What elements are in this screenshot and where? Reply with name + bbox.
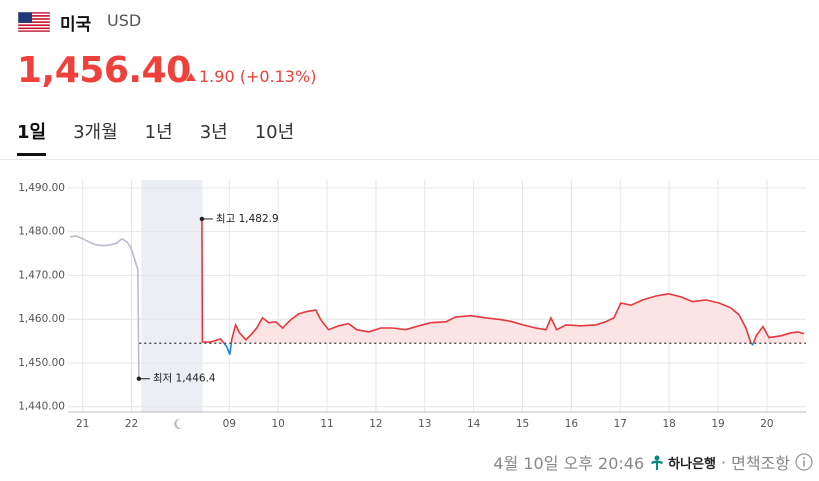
y-tick-label: 1,460.00 (18, 313, 65, 325)
y-tick-label: 1,440.00 (18, 401, 65, 413)
x-tick-label: 14 (467, 418, 481, 430)
tab[interactable]: 10년 (254, 122, 295, 143)
annotation-label: 최고 1,482.9 (216, 213, 279, 225)
x-tick-label: 12 (369, 418, 382, 430)
x-tick-label: 09 (223, 418, 236, 430)
tab[interactable]: 3개월 (73, 122, 118, 143)
separator: · (721, 452, 727, 472)
change-text: 1.90 (+0.13%) (199, 67, 317, 86)
info-icon[interactable] (795, 453, 813, 471)
timestamp: 4월 10일 오후 20:46 (493, 454, 645, 473)
period-tabs: 1일 3개월 1년 3년 10년 (17, 118, 294, 156)
tab[interactable]: 1년 (144, 122, 173, 143)
annotation-dot (136, 376, 142, 381)
night-band (141, 180, 203, 412)
x-tick-label: 16 (565, 418, 579, 430)
tab[interactable]: 1일 (17, 118, 47, 156)
night-icon (174, 418, 182, 429)
y-tick-label: 1,450.00 (18, 357, 65, 369)
bank-icon (651, 455, 664, 470)
y-tick-label: 1,470.00 (18, 269, 65, 281)
annotation-dot (199, 216, 205, 222)
x-tick-label: 10 (271, 418, 284, 430)
flag-icon (18, 12, 50, 32)
disclaimer-link[interactable]: 면책조항 (731, 454, 790, 473)
line (70, 235, 140, 379)
x-tick-label: 13 (418, 418, 431, 430)
y-tick-label: 1,480.00 (18, 226, 65, 238)
divider (0, 159, 819, 160)
annotation-label: 최저 1,446.4 (153, 373, 216, 385)
x-tick-label: 11 (320, 418, 333, 430)
price: 1,456.40 (17, 50, 191, 91)
area (201, 219, 805, 344)
x-tick-label: 22 (125, 418, 138, 430)
x-tick-label: 18 (662, 418, 675, 430)
currency: USD (107, 11, 142, 30)
y-tick-label: 1,490.00 (18, 182, 65, 194)
x-tick-label: 15 (516, 418, 529, 430)
bank-logo: 하나은행 (649, 453, 716, 472)
change: 1.90 (+0.13%) (186, 67, 316, 86)
footer: 4월 10일 오후 20:46 하나은행 · 면책조항 (493, 450, 813, 474)
x-tick-label: 20 (760, 418, 773, 430)
x-tick-label: 17 (614, 418, 627, 430)
tab[interactable]: 3년 (199, 122, 228, 143)
line-above (201, 218, 805, 344)
x-tick-label: 19 (711, 418, 724, 430)
bank-name: 하나은행 (668, 456, 717, 472)
x-tick-label: 21 (76, 418, 89, 430)
up-arrow-icon (186, 72, 196, 81)
country: 미국 (60, 15, 92, 35)
